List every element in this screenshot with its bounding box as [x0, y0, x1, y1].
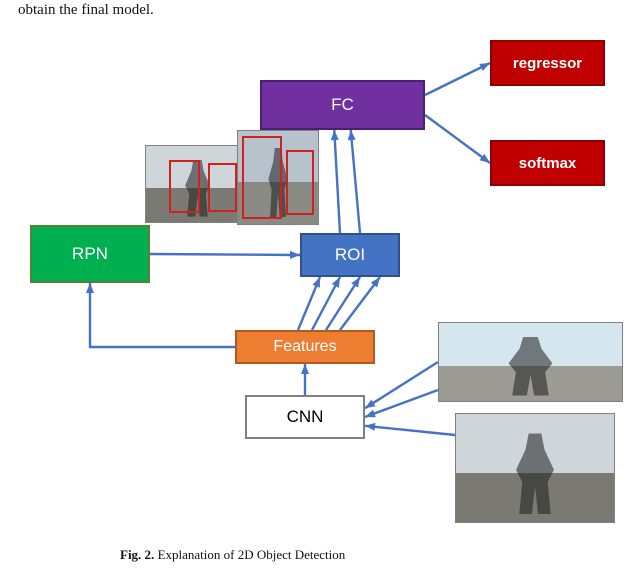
node-roi-label: ROI: [335, 245, 365, 265]
image-img_bike-bbox-0: [169, 160, 200, 213]
node-cnn-label: CNN: [287, 407, 324, 427]
node-rpn-label: RPN: [72, 244, 108, 264]
image-img_ped2: [438, 322, 623, 402]
page-header-text: obtain the final model.: [18, 2, 154, 19]
image-img_bike: [145, 145, 250, 223]
node-regressor: regressor: [490, 40, 605, 86]
node-softmax-label: softmax: [519, 155, 577, 172]
figure-caption-rest: Explanation of 2D Object Detection: [154, 547, 345, 562]
node-cnn: CNN: [245, 395, 365, 439]
node-softmax: softmax: [490, 140, 605, 186]
node-fc: FC: [260, 80, 425, 130]
image-img_ped-bbox-1: [286, 150, 314, 215]
node-regressor-label: regressor: [513, 55, 582, 72]
node-roi: ROI: [300, 233, 400, 277]
image-img_ped-bbox-0: [242, 136, 282, 220]
figure-caption: Fig. 2. Explanation of 2D Object Detecti…: [120, 547, 345, 563]
node-rpn: RPN: [30, 225, 150, 283]
image-img_bike-bbox-1: [208, 163, 237, 212]
node-features-label: Features: [273, 338, 336, 356]
image-img_ped: [237, 130, 319, 225]
node-features: Features: [235, 330, 375, 364]
figure-caption-prefix: Fig. 2.: [120, 547, 154, 562]
image-img_bike2: [455, 413, 615, 523]
node-fc-label: FC: [331, 95, 354, 115]
